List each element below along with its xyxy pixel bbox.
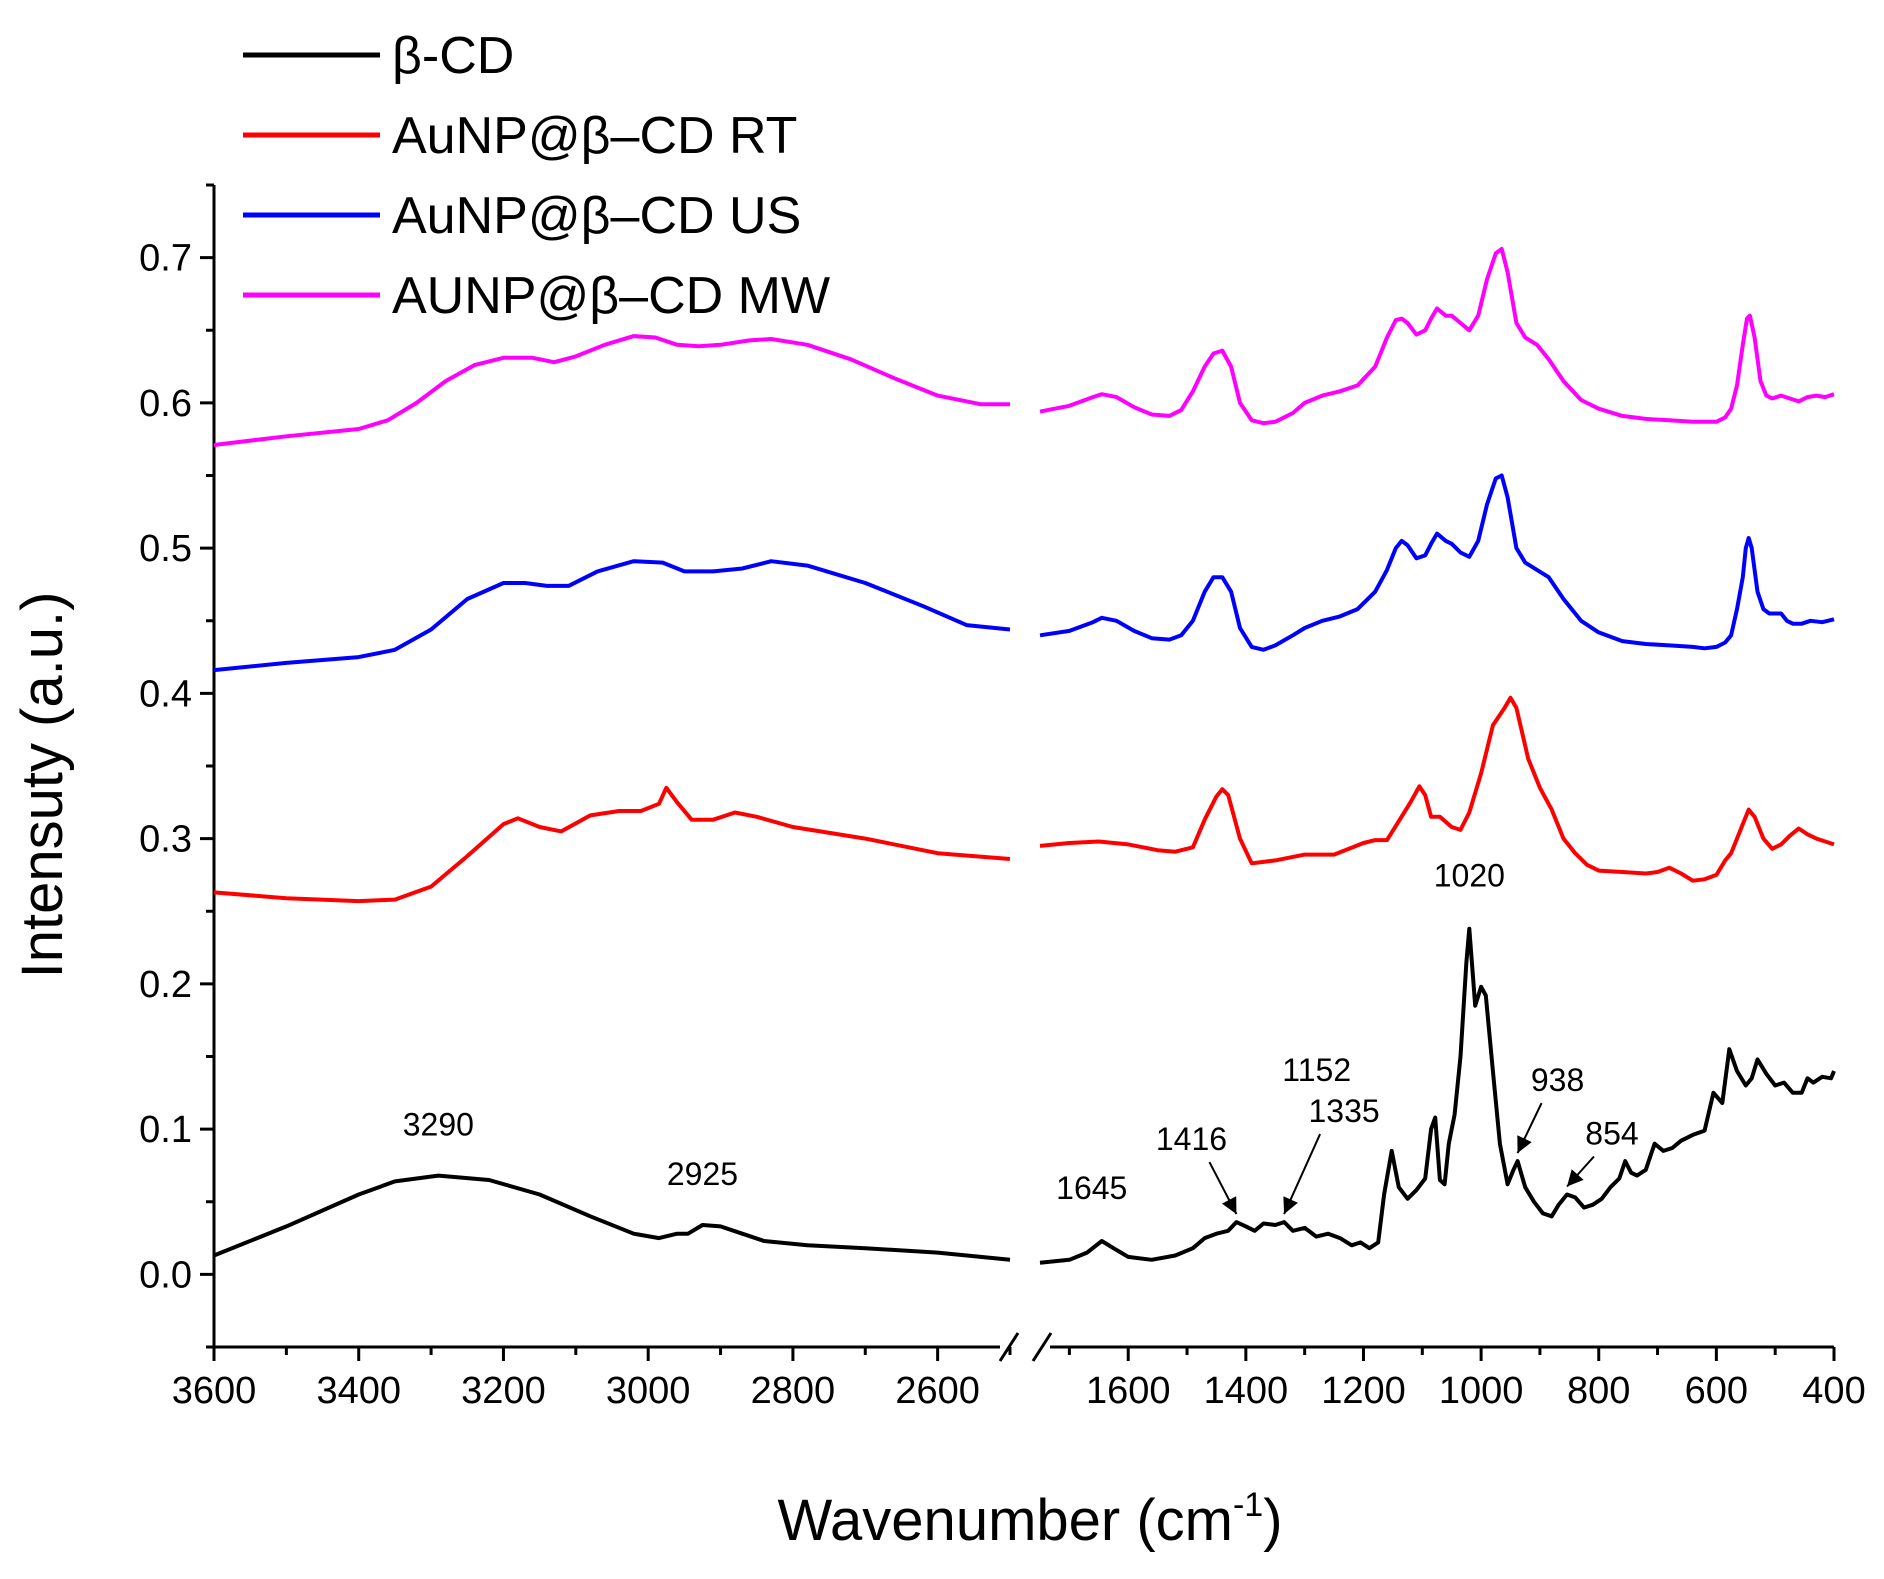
x-tick-label: 800: [1567, 1370, 1630, 1412]
series-line-1-left: [213, 785, 1011, 904]
axis-break-mark: [1031, 1332, 1053, 1362]
y-tick-label: 0.1: [139, 1109, 192, 1151]
x-tick-label: 2600: [895, 1370, 980, 1412]
x-tick-label: 1400: [1204, 1370, 1289, 1412]
peak-label: 2925: [667, 1156, 738, 1192]
y-tick-label: 0.5: [139, 528, 192, 570]
series-line-3-right: [1039, 246, 1835, 426]
x-tick-label: 3200: [461, 1370, 546, 1412]
x-tick-label: 3000: [606, 1370, 691, 1412]
x-axis-label: Wavenumber (cm-1): [777, 1486, 1282, 1553]
series-line-0-right: [1039, 926, 1836, 1265]
y-tick-label: 0.3: [139, 819, 192, 861]
x-tick-label: 1200: [1321, 1370, 1406, 1412]
legend-label: AuNP@β–CD RT: [392, 107, 797, 165]
peak-label: 1335: [1308, 1093, 1379, 1129]
x-tick-label: 3600: [172, 1370, 257, 1412]
peak-label: 1020: [1434, 858, 1505, 894]
y-tick-label: 0.4: [139, 673, 192, 715]
series-line-0-left: [213, 1173, 1011, 1262]
x-tick-label: 600: [1685, 1370, 1748, 1412]
x-tick-label: 1600: [1086, 1370, 1171, 1412]
y-tick-label: 0.6: [139, 383, 192, 425]
legend: β-CD AuNP@β–CD RT AuNP@β–CD US AUNP@β–CD MW: [243, 27, 830, 325]
peak-label: 854: [1585, 1115, 1638, 1151]
y-axis-label: Intensuty (a.u.): [10, 592, 75, 979]
series-group: [213, 246, 1836, 1265]
legend-label: AUNP@β–CD MW: [392, 267, 830, 325]
peak-arrow-head: [1517, 1135, 1532, 1154]
x-tick-label: 1000: [1439, 1370, 1524, 1412]
series-line-1-right: [1039, 695, 1835, 883]
peak-label: 1416: [1156, 1121, 1227, 1157]
series-line-2-left: [213, 559, 1011, 673]
peak-label: 1645: [1056, 1170, 1127, 1206]
legend-label: β-CD: [392, 27, 514, 85]
peak-arrow-head: [1222, 1196, 1237, 1215]
y-tick-label: 0.0: [139, 1254, 192, 1296]
legend-label: AuNP@β–CD US: [392, 187, 801, 245]
series-line-3-left: [213, 334, 1010, 447]
peak-arrow-head: [1283, 1196, 1298, 1215]
y-tick-label: 0.7: [139, 238, 192, 280]
peak-label: 1152: [1282, 1052, 1351, 1088]
y-tick-label: 0.2: [139, 964, 192, 1006]
peak-label: 3290: [403, 1107, 474, 1143]
x-tick-label: 3400: [316, 1370, 401, 1412]
peak-label: 938: [1531, 1062, 1584, 1098]
series-line-2-right: [1039, 473, 1835, 652]
x-tick-label: 400: [1802, 1370, 1865, 1412]
axes: 0.0 0.1 0.2 0.3 0.4 0.5 0.6 0.7 3600 3400 3200 3000…: [139, 183, 1866, 1412]
peak-arrow-head: [1566, 1169, 1584, 1187]
x-tick-label: 2800: [751, 1370, 836, 1412]
